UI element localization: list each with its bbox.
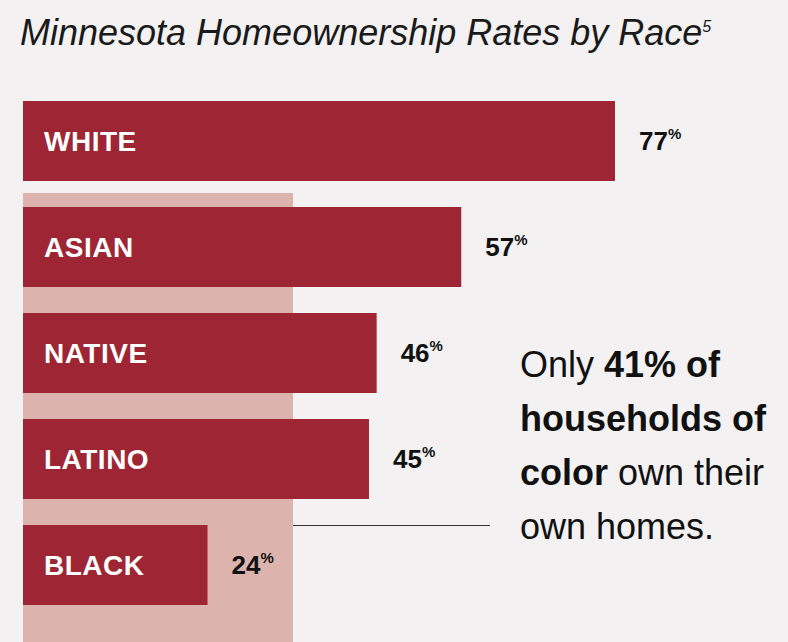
svg-text:46%: 46%	[401, 337, 443, 368]
html-text:5: 5	[702, 18, 712, 35]
svg-text:77%: 77%	[639, 125, 681, 156]
html-text:Minnesota Homeownership Rates: Minnesota Homeownership Rates by Race	[20, 12, 703, 53]
svg-text:LATINO: LATINO	[44, 444, 149, 475]
svg-text:45%: 45%	[393, 443, 435, 474]
svg-text:WHITE: WHITE	[44, 126, 137, 157]
svg-text:57%: 57%	[485, 231, 527, 262]
svg-text:ASIAN: ASIAN	[44, 232, 134, 263]
svg-text:BLACK: BLACK	[44, 550, 145, 581]
svg-text:NATIVE: NATIVE	[44, 338, 148, 369]
html-text:Only 41% of households of colo: Only 41% of households of color own thei…	[520, 344, 766, 547]
svg-text:24%: 24%	[232, 549, 274, 580]
